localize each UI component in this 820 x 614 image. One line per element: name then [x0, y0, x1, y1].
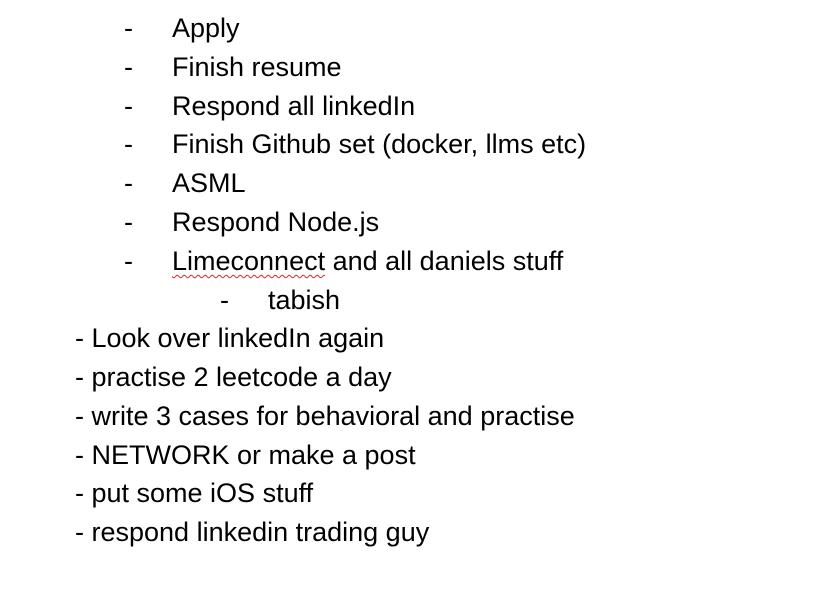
list-item-text: Respond Node.js [172, 207, 380, 237]
list-item-text: Finish resume [172, 52, 342, 82]
bullet-dash: - [124, 91, 133, 121]
sub-list-item-text: tabish [268, 285, 341, 315]
text-line-content: - respond linkedin trading guy [75, 517, 430, 547]
bullet-dash: - [220, 285, 229, 315]
text-line-content: - put some iOS stuff [75, 478, 314, 508]
text-line-content: - NETWORK or make a post [75, 440, 416, 470]
list-item-text: Limeconnect and all daniels stuff [172, 246, 563, 276]
bullet-dash: - [124, 13, 133, 43]
bullet-dash: - [124, 246, 133, 276]
text-line-content: - practise 2 leetcode a day [75, 362, 392, 392]
list-item-text: Finish Github set (docker, llms etc) [172, 129, 587, 159]
bullet-dash: - [124, 207, 133, 237]
text-line-content: - write 3 cases for behavioral and pract… [75, 401, 575, 431]
list-item-text: ASML [172, 168, 246, 198]
bullet-dash: - [124, 52, 133, 82]
list-item-text-rest: and all daniels stuff [325, 246, 564, 276]
text-line-content: - Look over linkedIn again [75, 323, 385, 353]
list-item-text: Respond all linkedIn [172, 91, 416, 121]
bullet-dash: - [124, 129, 133, 159]
list-item-text: Apply [172, 13, 240, 43]
bullet-dash: - [124, 168, 133, 198]
misspelled-word[interactable]: Limeconnect [172, 246, 326, 276]
